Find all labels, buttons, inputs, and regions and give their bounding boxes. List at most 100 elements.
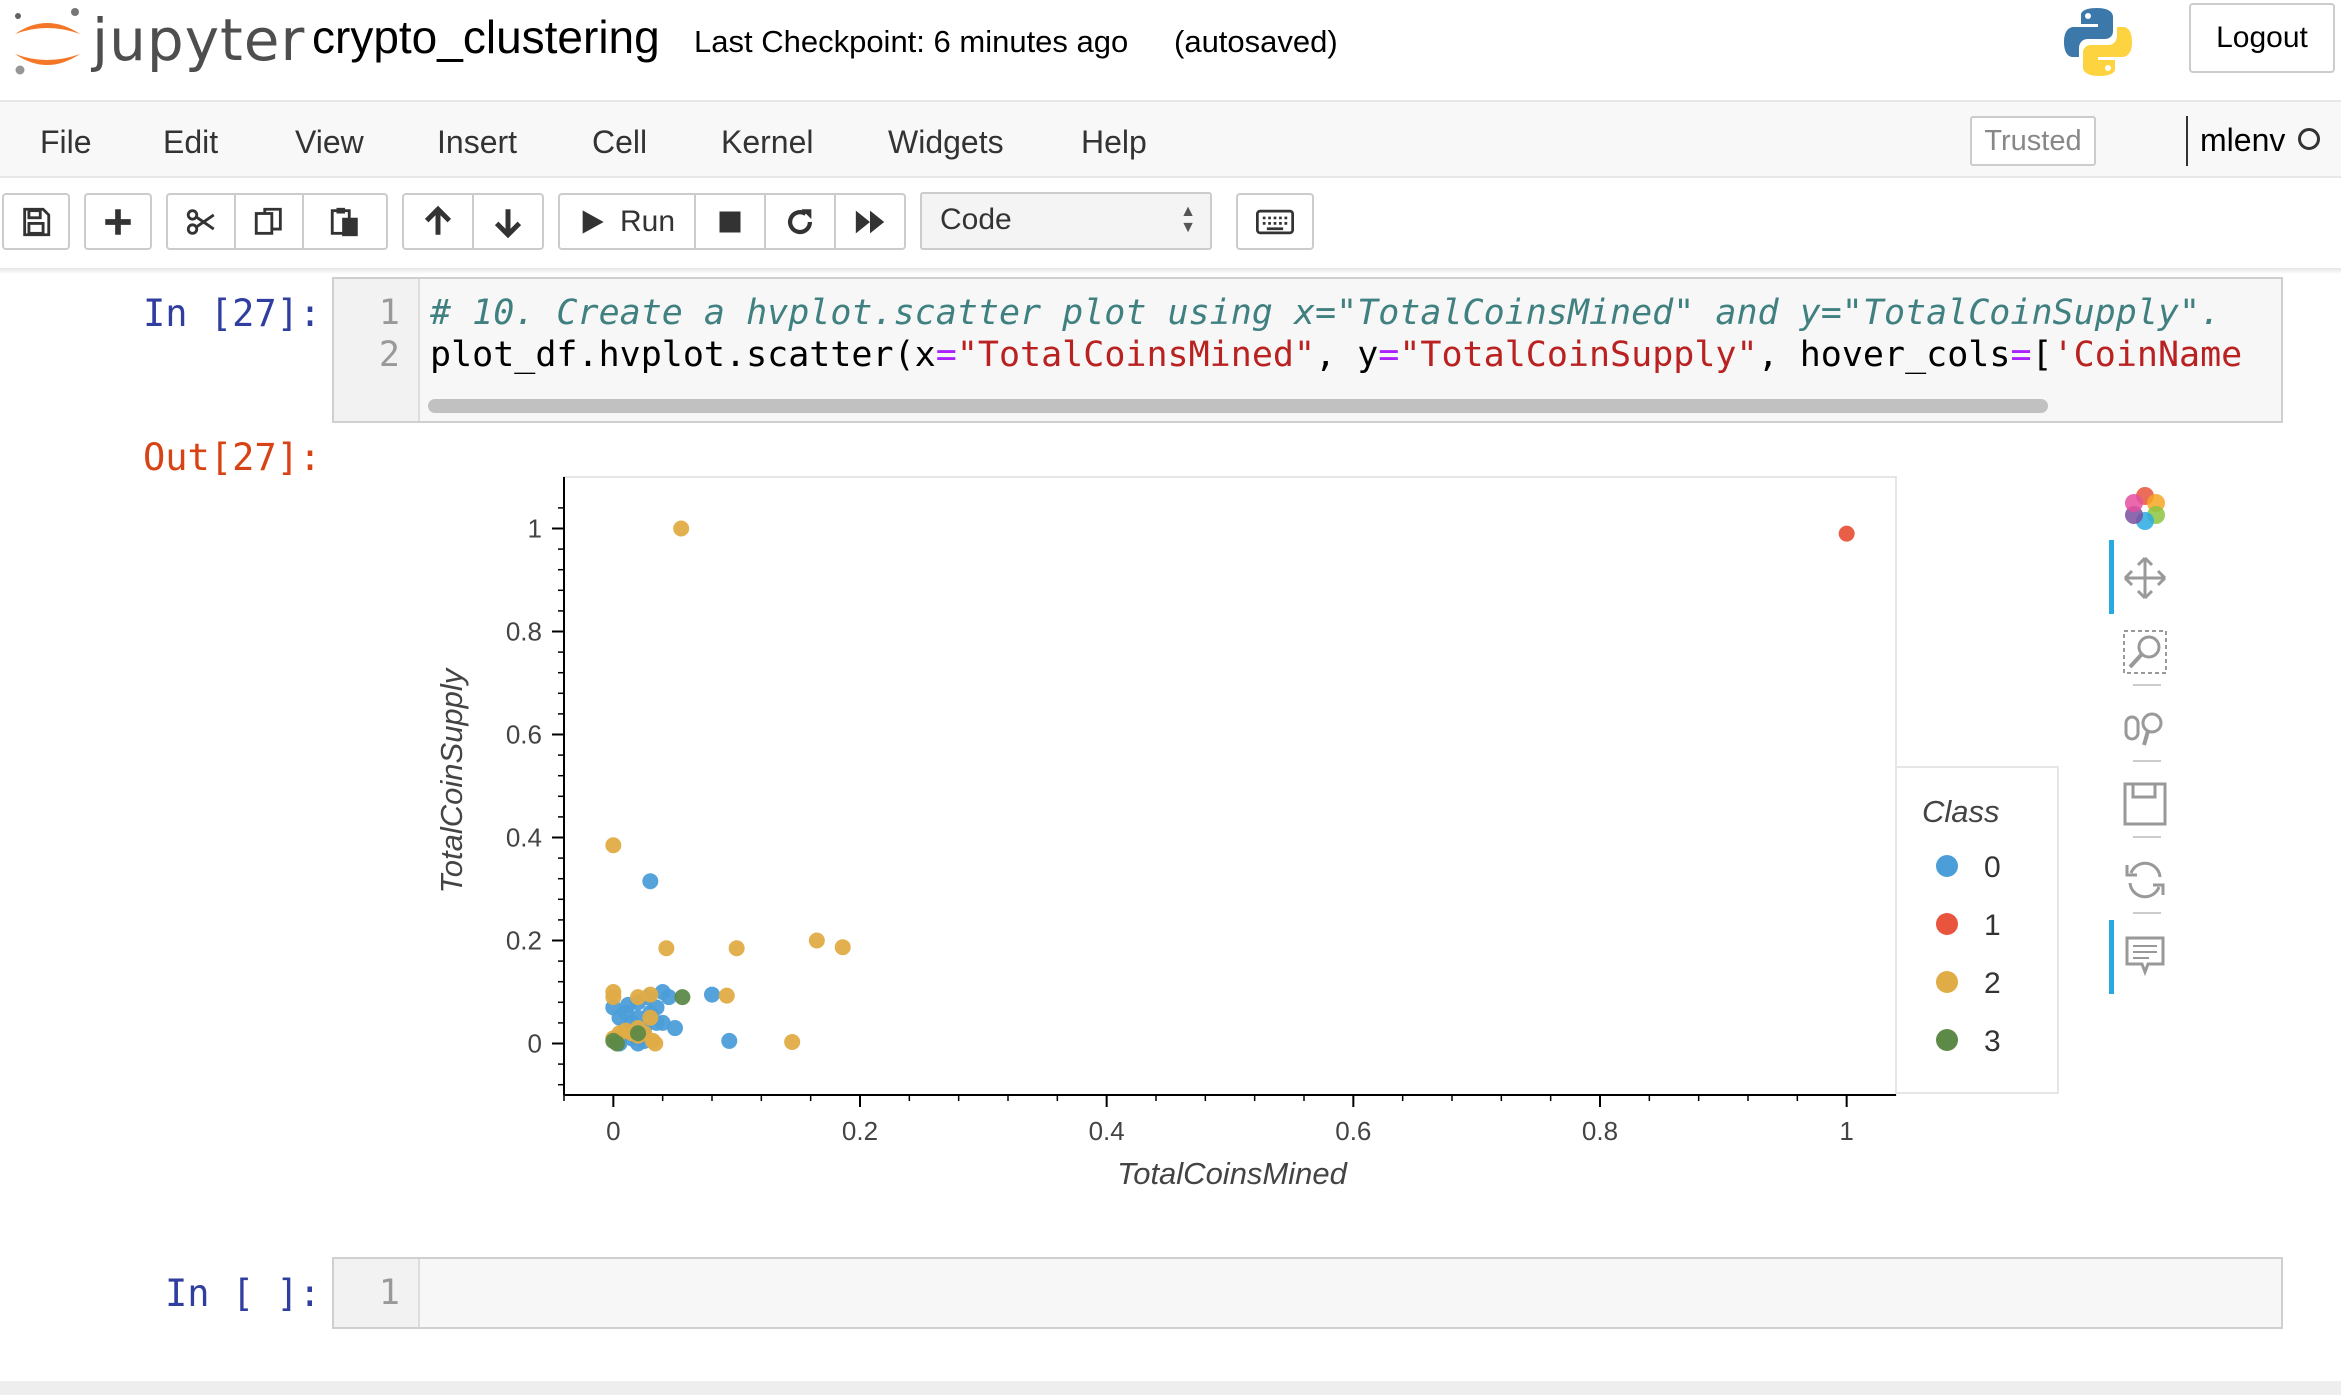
save-tool[interactable] [2105, 774, 2185, 834]
kernel-name: mlenv [2200, 122, 2286, 158]
menu-kernel[interactable]: Kernel [721, 124, 814, 160]
line-number: 1 [378, 293, 400, 333]
y-tick-label: 0.2 [506, 926, 542, 956]
scatter-point [1838, 525, 1855, 542]
notebook-shadow [0, 268, 2341, 274]
scatter-point [605, 837, 622, 854]
scatter-point [673, 520, 690, 537]
wheel-zoom-tool[interactable] [2105, 698, 2185, 758]
legend-label: 2 [1984, 967, 2001, 1000]
input-prompt: In [27]: [143, 292, 322, 335]
cut-button[interactable] [166, 193, 236, 250]
cell-type-select[interactable]: Code ▲ ▼ [920, 192, 1212, 250]
move-up-button[interactable] [402, 193, 474, 250]
insert-cell-button[interactable] [84, 193, 152, 250]
wheel-zoom-icon [2124, 712, 2163, 746]
legend-swatch [1936, 1029, 1958, 1051]
scatter-point [834, 939, 851, 956]
legend-label: 3 [1984, 1025, 2001, 1058]
line-number: 1 [378, 1273, 400, 1313]
menu-help[interactable]: Help [1081, 124, 1147, 160]
copy-button[interactable] [234, 193, 304, 250]
tool-separator [2133, 912, 2161, 914]
reset-icon [2125, 861, 2165, 899]
line-number: 2 [378, 335, 400, 375]
y-tick-label: 0 [528, 1029, 542, 1059]
trusted-indicator[interactable]: Trusted [1970, 116, 2096, 166]
save-button[interactable] [2, 193, 70, 250]
legend-swatch [1936, 913, 1958, 935]
legend-label: 0 [1984, 851, 2001, 884]
scatter-point [660, 989, 677, 1006]
paste-button[interactable] [302, 193, 388, 250]
legend-swatch [1936, 971, 1958, 993]
scatter-point [605, 989, 622, 1006]
pan-tool[interactable] [2105, 548, 2185, 608]
play-icon [582, 209, 604, 234]
scatter-point [808, 932, 825, 949]
scatter-point [630, 1025, 646, 1042]
page-bottom-edge [0, 1381, 2341, 1395]
code-token: "TotalCoinSupply" [1399, 335, 1758, 375]
logout-button[interactable]: Logout [2189, 3, 2335, 73]
menu-bar: File Edit View Insert Cell Kernel Widget… [0, 100, 2341, 178]
toolbar: Run Code ▲ ▼ [0, 178, 2341, 268]
reset-tool[interactable] [2105, 850, 2185, 910]
menu-insert[interactable]: Insert [437, 124, 518, 160]
restart-kernel-button[interactable] [764, 193, 836, 250]
scatter-point [630, 989, 646, 1006]
command-palette-button[interactable] [1236, 193, 1314, 250]
y-tick-label: 0.8 [506, 617, 542, 647]
y-tick-label: 1 [528, 514, 542, 544]
x-tick-label: 0.2 [842, 1116, 878, 1146]
jupyter-logo[interactable]: jupyter [10, 4, 304, 79]
autosave-status: (autosaved) [1174, 24, 1338, 59]
keyboard-icon [1256, 209, 1294, 234]
menu-cell[interactable]: Cell [592, 124, 648, 160]
scatter-points [605, 520, 1855, 1052]
menu-edit[interactable]: Edit [163, 124, 219, 160]
line-number-gutter [334, 279, 420, 421]
jupyter-wordmark: jupyter [92, 6, 306, 74]
horizontal-scrollbar[interactable] [428, 399, 2048, 413]
menu-view[interactable]: View [295, 124, 364, 160]
kernel-separator [2186, 116, 2188, 166]
code-cell[interactable]: 1 2 # 10. Create a hvplot.scatter plot u… [332, 277, 2283, 423]
output-prompt: Out[27]: [143, 436, 322, 479]
select-arrows-icon: ▲ ▼ [1180, 203, 1196, 236]
copy-icon [254, 207, 282, 235]
notebook-title[interactable]: crypto_clustering [312, 11, 660, 63]
y-tick-label: 0.6 [506, 720, 542, 750]
box-zoom-tool[interactable] [2105, 622, 2185, 682]
scatter-point [667, 1020, 683, 1037]
x-tick-label: 1 [1839, 1116, 1853, 1146]
code-token: , y [1315, 335, 1379, 375]
hover-tool[interactable] [2105, 926, 2185, 986]
menu-widgets[interactable]: Widgets [888, 124, 1004, 160]
code-token: plot_df.hvplot.scatter(x [430, 335, 936, 375]
y-tick-label: 0.4 [506, 823, 542, 853]
y-axis-label: TotalCoinSupply [434, 666, 469, 893]
scatter-point [658, 940, 675, 957]
empty-code-cell[interactable]: 1 [332, 1257, 2283, 1329]
plot-frame [563, 476, 1897, 1096]
scatter-plot[interactable]: 0 0.2 0.4 0.6 0.8 1 0 0.2 0.4 0.6 0.8 1 TotalCoinsM… [420, 455, 2070, 1225]
menu-file[interactable]: File [40, 124, 92, 160]
box-zoom-icon [2123, 630, 2167, 674]
scatter-point [642, 1009, 659, 1026]
scatter-point [642, 873, 659, 890]
legend-swatch [1936, 855, 1958, 877]
scatter-point [718, 987, 735, 1004]
tool-separator [2133, 684, 2161, 686]
x-tick-label: 0.6 [1335, 1116, 1371, 1146]
code-token: = [2010, 335, 2032, 375]
restart-run-all-button[interactable] [834, 193, 906, 250]
code-line: plot_df.hvplot.scatter(x="TotalCoinsMine… [430, 335, 2242, 375]
scatter-point [642, 986, 659, 1003]
run-button[interactable]: Run [558, 193, 696, 250]
move-down-button[interactable] [472, 193, 544, 250]
code-token: = [935, 335, 957, 375]
interrupt-button[interactable] [694, 193, 766, 250]
pan-icon [2123, 556, 2167, 600]
bokeh-logo[interactable] [2105, 478, 2185, 538]
